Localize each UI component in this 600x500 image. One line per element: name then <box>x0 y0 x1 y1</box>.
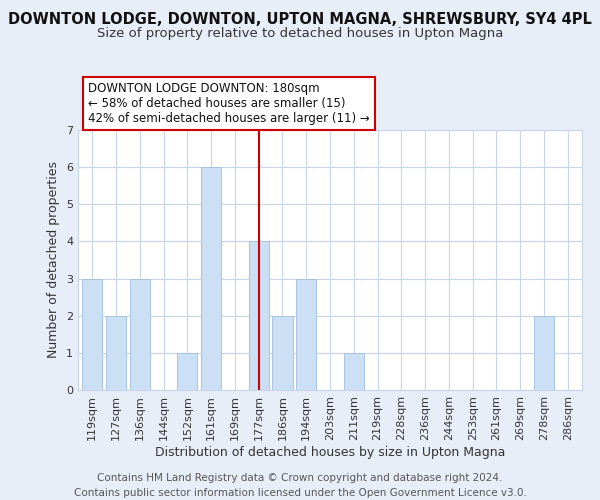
Text: Contains HM Land Registry data © Crown copyright and database right 2024.
Contai: Contains HM Land Registry data © Crown c… <box>74 472 526 498</box>
Bar <box>534 316 554 390</box>
Bar <box>248 242 269 390</box>
Text: Size of property relative to detached houses in Upton Magna: Size of property relative to detached ho… <box>97 28 503 40</box>
Bar <box>130 278 150 390</box>
Bar <box>201 167 221 390</box>
Bar <box>296 278 316 390</box>
Bar <box>82 278 103 390</box>
Text: DOWNTON LODGE DOWNTON: 180sqm
← 58% of detached houses are smaller (15)
42% of s: DOWNTON LODGE DOWNTON: 180sqm ← 58% of d… <box>88 82 370 125</box>
Bar <box>272 316 293 390</box>
Text: DOWNTON LODGE, DOWNTON, UPTON MAGNA, SHREWSBURY, SY4 4PL: DOWNTON LODGE, DOWNTON, UPTON MAGNA, SHR… <box>8 12 592 28</box>
X-axis label: Distribution of detached houses by size in Upton Magna: Distribution of detached houses by size … <box>155 446 505 458</box>
Y-axis label: Number of detached properties: Number of detached properties <box>47 162 61 358</box>
Bar <box>106 316 126 390</box>
Bar <box>344 353 364 390</box>
Bar <box>177 353 197 390</box>
